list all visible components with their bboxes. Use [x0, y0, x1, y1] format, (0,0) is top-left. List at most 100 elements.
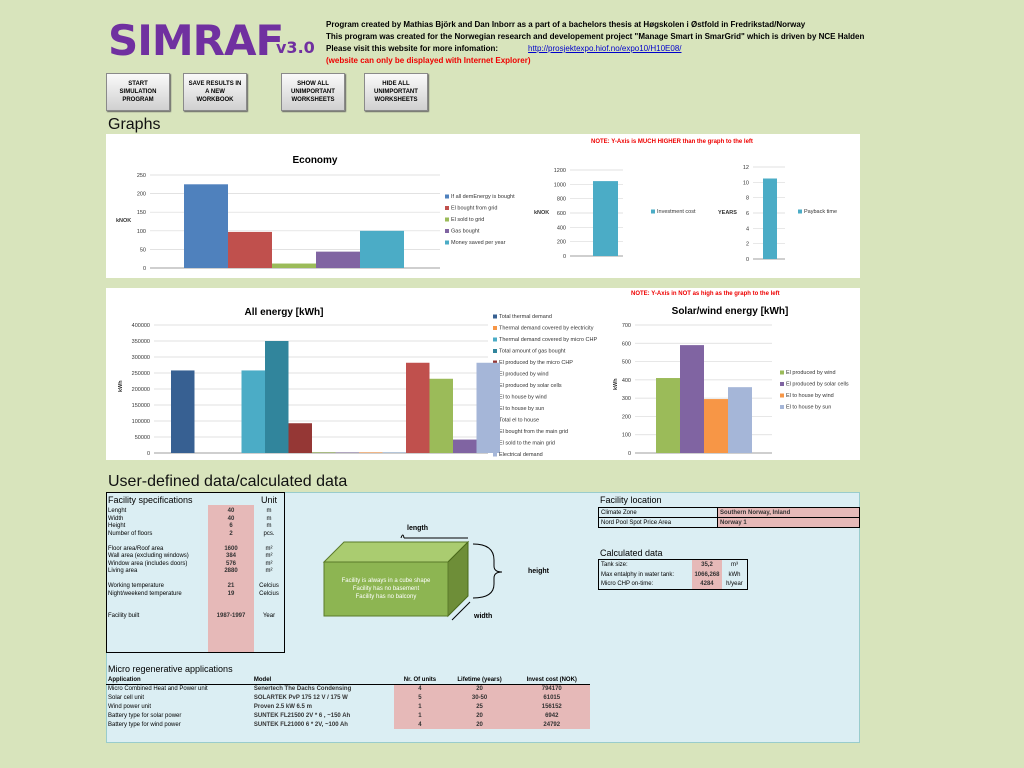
top-chart-panel: NOTE: Y-Axis is MUCH HIGHER than the gra…: [106, 134, 860, 278]
y-tick-label: 250000: [132, 371, 150, 377]
show-worksheets-button[interactable]: SHOW ALL UNIMPORTANT WORKSHEETS: [281, 73, 345, 111]
y-tick-label: 100000: [132, 419, 150, 425]
y-tick-label: 200: [557, 240, 566, 246]
legend-swatch: [493, 337, 497, 342]
bar: [429, 378, 453, 453]
facility-unit: [254, 576, 284, 584]
legend-swatch: [445, 194, 449, 199]
location-label: Nord Pool Spot Price Area: [598, 517, 718, 528]
bar: [241, 370, 265, 453]
bar: [728, 387, 752, 453]
bar: [228, 231, 272, 268]
facility-unit: Celcius: [259, 583, 279, 590]
start-simulation-button[interactable]: START SIMULATION PROGRAM: [106, 73, 170, 111]
legend-entry: El produced by solar cells: [786, 382, 849, 388]
calc-label: Micro CHP on-time:: [601, 581, 654, 588]
top-charts-svg: NOTE: Y-Axis is MUCH HIGHER than the gra…: [116, 139, 837, 272]
facility-label: [106, 576, 208, 584]
version-label: v3.0: [276, 38, 315, 57]
legend-entry: Electrical demand: [499, 452, 543, 458]
legend-swatch: [780, 405, 784, 409]
legend-swatch: [493, 360, 497, 365]
user-data-heading: User-defined data/calculated data: [108, 473, 348, 490]
y-tick-label: 2: [746, 242, 749, 248]
bar: [171, 370, 195, 453]
facility-row: Facility built 1987-1997 Year: [106, 613, 284, 621]
logo: SIMRAF: [108, 16, 284, 65]
legend-entry: El to house by wind: [499, 395, 547, 401]
micro-lifetime: 20: [445, 711, 514, 720]
website-link[interactable]: http://prosjektexpo.hiof.no/expo10/H10E0…: [528, 44, 682, 53]
legend-entry: El sold to grid: [451, 217, 484, 223]
facility-row: Lenght 40 m: [106, 508, 284, 516]
y-tick-label: 300: [622, 396, 631, 402]
bar: [272, 263, 316, 268]
all-energy-title: All energy [kWh]: [245, 307, 324, 318]
y-tick-label: 0: [143, 266, 146, 272]
unit-header: Unit: [261, 495, 278, 505]
legend-entry: Investment cost: [657, 209, 696, 215]
facility-value: 1600: [224, 545, 238, 552]
bar: [656, 378, 680, 453]
facility-unit: m²: [265, 560, 273, 567]
facility-spec-title: Facility specifications: [108, 495, 193, 505]
width-label: width: [473, 613, 492, 620]
y-tick-label: 150: [137, 210, 146, 216]
facility-value: [208, 598, 254, 606]
y-tick-label: 4: [746, 226, 749, 232]
calculated-table: Tank size: 35,2 m³ Max entalphy in water ta…: [598, 559, 748, 590]
micro-row: Battery type for wind power SUNTEK FL2100…: [106, 720, 590, 729]
micro-cost: 24792: [513, 720, 590, 729]
facility-spec-box: [106, 492, 285, 653]
hide-worksheets-button[interactable]: HIDE ALL UNIMPORTANT WORKSHEETS: [364, 73, 428, 111]
facility-value: [208, 576, 254, 584]
bar: [476, 362, 500, 453]
facility-row: Window area (includes doors) 576 m²: [106, 561, 284, 569]
header-info: Program created by Mathias Björk and Dan…: [326, 19, 864, 67]
micro-lifetime: 30-50: [445, 693, 514, 702]
legend-entry: Payback time: [804, 209, 837, 215]
facility-unit: [254, 598, 284, 606]
facility-label: [106, 606, 208, 614]
y-tick-label: 0: [746, 257, 749, 263]
legend-swatch: [493, 326, 497, 330]
facility-value: 40: [227, 515, 235, 522]
facility-row: Height 6 m: [106, 523, 284, 531]
y-tick-label: 700: [622, 323, 631, 329]
legend-entry: El produced by wind: [786, 370, 836, 376]
y-tick-label: 600: [622, 341, 631, 347]
legend-entry: Total el to house: [499, 418, 539, 424]
bar: [680, 345, 704, 453]
save-results-button[interactable]: SAVE RESULTS IN A NEW WORKBOOK: [183, 73, 247, 111]
micro-lifetime: 20: [445, 684, 514, 693]
facility-unit: pcs.: [263, 530, 275, 537]
y-tick-label: 600: [557, 211, 566, 217]
y-axis-label: YEARS: [718, 210, 737, 216]
calc-unit: kWh: [728, 571, 741, 578]
legend-entry: El sold to the main grid: [499, 441, 555, 447]
calc-value: 1066,268: [691, 569, 722, 580]
facility-value: 6: [229, 523, 233, 530]
legend-swatch: [651, 209, 655, 214]
y-tick-label: 300000: [132, 355, 150, 361]
facility-unit: [254, 606, 284, 614]
bar: [288, 423, 312, 453]
info-line-3-text: Please visit this website for more infom…: [326, 44, 499, 53]
legend-entry: El bought from the main grid: [499, 429, 568, 435]
economy-title: Economy: [292, 155, 337, 166]
info-line-2: This program was created for the Norwegi…: [326, 32, 865, 41]
y-axis-label: kWh: [613, 378, 619, 390]
cube-top: [322, 541, 470, 563]
facility-row: [106, 576, 284, 584]
legend-entry: El to house by sun: [786, 405, 831, 411]
y-tick-label: 12: [743, 165, 749, 171]
micro-application: Wind power unit: [108, 703, 152, 710]
micro-row: Solar cell unit SOLARTEK PvP 175 12 V / 1…: [106, 693, 590, 702]
width-bracket: [451, 601, 471, 621]
legend-swatch: [493, 452, 497, 457]
facility-unit: m²: [265, 568, 273, 575]
micro-units: 1: [394, 702, 446, 711]
cube-text-2: Facility has no basement: [353, 586, 420, 592]
legend-swatch: [445, 217, 449, 222]
micro-model: SUNTEK FL21500 2V * 6 , ~150 Ah: [253, 712, 351, 719]
